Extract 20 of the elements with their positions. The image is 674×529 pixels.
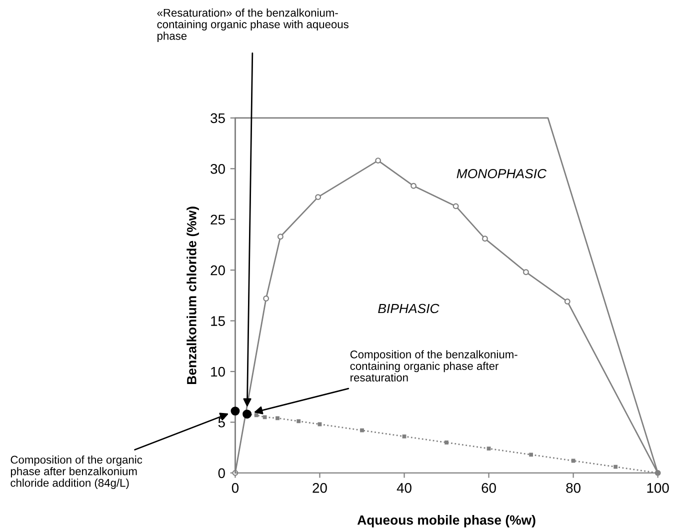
annotation: Composition of the organic phase after benzalkonium chloride addition (84g/L) — [10, 456, 142, 489]
y-axis-title: Benzalkonium chloride (%w) — [186, 206, 199, 384]
x-tick-label: 0 — [232, 483, 239, 493]
annotation: MONOPHASIC — [456, 168, 547, 178]
y-tick-label: 10 — [211, 366, 225, 377]
y-tick-label: 25 — [210, 214, 225, 225]
x-tick-label: 100 — [647, 483, 669, 493]
text: «Resaturation» of the benzalkonium- containing organic phase with aqueous phase — [157, 8, 348, 42]
y-tick-label: 30 — [210, 164, 225, 174]
x-tick-label: 40 — [396, 483, 412, 493]
y-tick-label: 35 — [210, 113, 225, 124]
y-tick-label: 20 — [210, 265, 225, 276]
x-axis-title: Aqueous mobile phase (%w) — [357, 515, 536, 528]
y-tick-label: 0 — [218, 468, 225, 478]
x-tick-label: 80 — [566, 483, 580, 493]
annotation: Composition of the benzalkonium- containing organic phase after resaturation — [350, 350, 518, 382]
annotation: BIPHASIC — [378, 304, 440, 314]
x-tick-label: 60 — [482, 483, 496, 493]
y-tick-label: 15 — [211, 316, 225, 326]
x-tick-label: 20 — [312, 483, 327, 493]
